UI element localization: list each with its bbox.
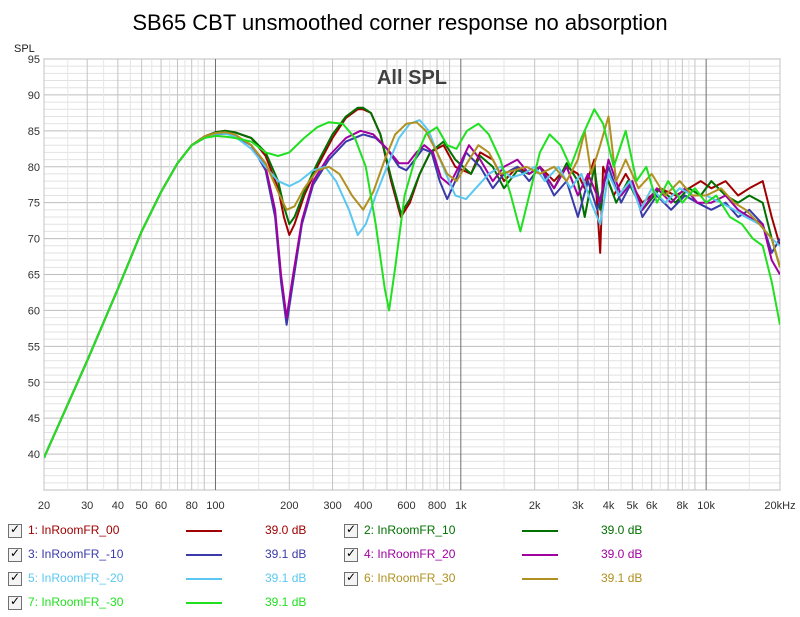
legend-value: 39.1 dB <box>601 571 643 585</box>
x-tick-label: 1k <box>455 500 467 512</box>
legend-swatch <box>186 578 222 580</box>
series-line-5 <box>44 119 780 459</box>
legend-series-name: 3: InRoomFR_-10 <box>28 547 124 561</box>
legend-series-name: 1: InRoomFR_00 <box>28 523 120 537</box>
legend-series-name: 2: InRoomFR_10 <box>364 523 456 537</box>
x-tick-label: 8k <box>677 500 689 512</box>
x-tick-label: 50 <box>136 500 148 512</box>
legend-checkbox[interactable] <box>8 522 22 538</box>
legend-swatch <box>522 554 558 556</box>
y-axis-label: SPL <box>14 43 35 55</box>
series-line-6 <box>44 115 780 459</box>
y-tick-label: 85 <box>28 126 40 138</box>
y-tick-label: 45 <box>28 413 40 425</box>
y-tick-label: 95 <box>28 54 40 66</box>
x-tick-label: 20 <box>38 500 50 512</box>
x-tick-label: 40 <box>112 500 124 512</box>
series-line-7 <box>44 108 780 459</box>
x-tick-label: 3k <box>572 500 584 512</box>
y-tick-label: 65 <box>28 270 40 282</box>
legend-value: 39.0 dB <box>601 547 643 561</box>
x-tick-label: 400 <box>354 500 372 512</box>
legend-checkbox[interactable] <box>8 594 22 610</box>
legend-value: 39.0 dB <box>265 523 307 537</box>
y-tick-label: 50 <box>28 377 40 389</box>
legend-value: 39.1 dB <box>265 571 307 585</box>
x-tick-label: 30 <box>81 500 93 512</box>
y-tick-label: 40 <box>28 449 40 461</box>
series-lines <box>44 106 780 459</box>
legend-swatch <box>522 578 558 580</box>
y-tick-label: 75 <box>28 198 40 210</box>
legend-swatch <box>186 554 222 556</box>
legend-swatch <box>522 530 558 532</box>
legend-swatch <box>186 530 222 532</box>
legend-checkbox[interactable] <box>8 570 22 586</box>
legend-item: 3: InRoomFR_-10 39.1 dB <box>8 546 338 564</box>
x-tick-label: 2k <box>529 500 541 512</box>
x-tick-label: 200 <box>280 500 298 512</box>
x-tick-label: 80 <box>186 500 198 512</box>
x-tick-label: 100 <box>206 500 224 512</box>
legend-value: 39.1 dB <box>265 547 307 561</box>
x-tick-label: 4k <box>603 500 615 512</box>
legend-value: 39.1 dB <box>265 595 307 609</box>
x-tick-label: 6k <box>646 500 658 512</box>
y-tick-label: 90 <box>28 90 40 102</box>
x-tick-label: 60 <box>155 500 167 512</box>
x-tick-label: 300 <box>323 500 341 512</box>
legend-checkbox[interactable] <box>344 522 358 538</box>
legend-series-name: 7: InRoomFR_-30 <box>28 595 124 609</box>
x-tick-label: 20kHz <box>764 500 795 512</box>
legend-checkbox[interactable] <box>344 570 358 586</box>
y-tick-label: 80 <box>28 162 40 174</box>
y-tick-label: 70 <box>28 234 40 246</box>
y-tick-label: 60 <box>28 305 40 317</box>
legend-item: 2: InRoomFR_10 39.0 dB <box>344 522 674 540</box>
legend-checkbox[interactable] <box>344 546 358 562</box>
legend-series-name: 6: InRoomFR_30 <box>364 571 456 585</box>
legend-item: 1: InRoomFR_00 39.0 dB <box>8 522 338 540</box>
x-tick-label: 5k <box>626 500 638 512</box>
inner-title: All SPL <box>377 67 447 89</box>
grid <box>43 58 781 491</box>
x-tick-label: 600 <box>397 500 415 512</box>
legend-series-name: 5: InRoomFR_-20 <box>28 571 124 585</box>
y-tick-label: 55 <box>28 341 40 353</box>
axis-labels: All SPL SPL 40 45 50 55 60 65 70 75 80 85 90 95 20 30 40… <box>14 43 796 512</box>
x-tick-label: 800 <box>428 500 446 512</box>
legend-value: 39.0 dB <box>601 523 643 537</box>
legend-item: 7: InRoomFR_-30 39.1 dB <box>8 594 338 612</box>
legend-item: 5: InRoomFR_-20 39.1 dB <box>8 570 338 588</box>
x-tick-label: 10k <box>697 500 715 512</box>
legend-series-name: 4: InRoomFR_20 <box>364 547 456 561</box>
legend-item: 6: InRoomFR_30 39.1 dB <box>344 570 674 588</box>
legend-swatch <box>186 602 222 604</box>
legend-checkbox[interactable] <box>8 546 22 562</box>
page-title: SB65 CBT unsmoothed corner response no a… <box>132 10 668 35</box>
legend-item: 4: InRoomFR_20 39.0 dB <box>344 546 674 564</box>
